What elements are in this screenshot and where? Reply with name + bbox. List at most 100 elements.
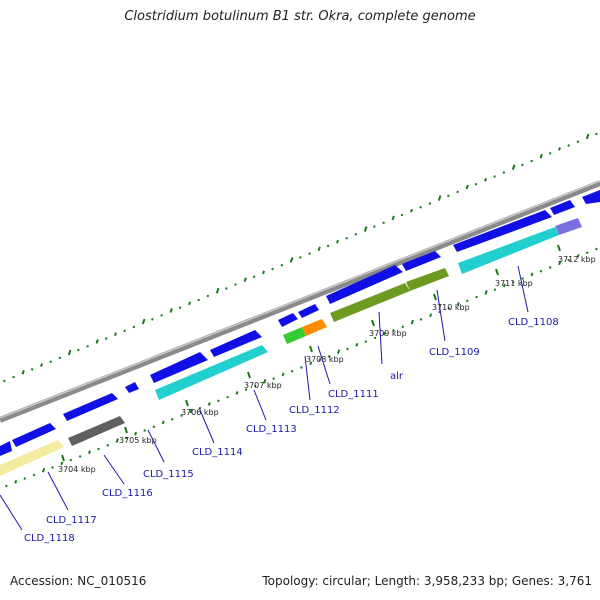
- gc-tick: [317, 246, 321, 252]
- gene-label[interactable]: CLD_1116: [102, 488, 153, 499]
- kbp-label: 3707 kbp: [244, 381, 282, 390]
- gc-tick: [88, 450, 91, 455]
- feature-bar-gray[interactable]: [68, 416, 125, 446]
- gc-tick: [345, 236, 348, 240]
- gene-label[interactable]: CLD_1112: [289, 405, 340, 416]
- feature-bar-olive[interactable]: [406, 268, 449, 291]
- gc-tick: [23, 477, 27, 480]
- gc-tick: [51, 466, 54, 469]
- kbp-label: 3710 kbp: [432, 303, 470, 312]
- feature-bar-lavender[interactable]: [555, 218, 582, 235]
- gc-tick: [511, 164, 516, 171]
- cds-arrow[interactable]: [150, 352, 208, 383]
- gc-tick: [104, 337, 108, 340]
- topology-text: Topology: circular; Length: 3,958,233 bp…: [262, 574, 592, 588]
- gene-label[interactable]: CLD_1111: [328, 389, 379, 400]
- gc-tick: [5, 484, 8, 488]
- cds-arrow[interactable]: [402, 251, 441, 271]
- feature-bar-cyan[interactable]: [155, 345, 268, 400]
- gc-tick: [493, 175, 496, 178]
- feature-bar-yellow[interactable]: [0, 440, 64, 476]
- gc-tick: [271, 267, 274, 271]
- gc-tick: [447, 194, 450, 198]
- gc-tick: [373, 336, 377, 340]
- gc-tick: [576, 254, 580, 258]
- gc-tick: [308, 252, 311, 255]
- feature-bar-olive[interactable]: [330, 283, 410, 322]
- gene-label[interactable]: CLD_1113: [246, 424, 297, 435]
- gc-tick: [484, 177, 488, 182]
- gc-tick: [474, 182, 478, 186]
- gene-label[interactable]: CLD_1118: [24, 533, 75, 544]
- gc-tick: [86, 344, 89, 348]
- gc-tick: [30, 368, 34, 371]
- gc-tick: [252, 275, 256, 279]
- gc-tick: [309, 361, 313, 366]
- gc-tick: [78, 455, 82, 458]
- gene-label[interactable]: CLD_1109: [429, 347, 480, 358]
- gc-tick: [354, 232, 358, 236]
- gc-tick: [346, 347, 349, 351]
- cds-arrow[interactable]: [0, 441, 12, 456]
- gc-tick: [60, 461, 64, 466]
- gc-tick: [410, 208, 414, 213]
- gc-tick: [383, 331, 386, 336]
- gc-tick: [281, 372, 285, 377]
- feature-bar-green[interactable]: [283, 327, 306, 344]
- cds-arrow[interactable]: [63, 393, 118, 421]
- feature-bar-orange[interactable]: [302, 319, 327, 336]
- cds-arrow[interactable]: [125, 382, 139, 393]
- gc-tick: [419, 318, 423, 321]
- gene-label[interactable]: alr: [390, 371, 404, 382]
- gc-tick: [539, 153, 543, 159]
- gc-tick: [595, 247, 598, 251]
- gene-label[interactable]: CLD_1115: [143, 469, 194, 480]
- gc-tick: [115, 438, 119, 443]
- gc-tick: [521, 277, 524, 280]
- gc-tick: [502, 171, 506, 174]
- gc-tick: [290, 369, 294, 373]
- gc-tick: [493, 288, 497, 292]
- kbp-label: 3705 kbp: [119, 436, 157, 445]
- gc-tick: [161, 420, 165, 425]
- cds-arrow[interactable]: [278, 313, 298, 327]
- cds-arrow[interactable]: [210, 330, 262, 357]
- kbp-ruler: 3704 kbp 3705 kbp 3706 kbp 3707 kbp 3708…: [58, 244, 596, 474]
- gc-tick: [206, 294, 210, 298]
- gc-tick: [484, 290, 488, 295]
- gc-tick: [391, 215, 395, 221]
- gc-tick: [585, 133, 590, 140]
- cds-arrow[interactable]: [298, 304, 319, 318]
- gc-tick: [180, 414, 183, 417]
- gene-label[interactable]: CLD_1108: [508, 317, 559, 328]
- feature-bar-cyan[interactable]: [458, 227, 559, 274]
- gc-tick: [152, 425, 156, 429]
- gene-labels: CLD_1118 CLD_1117 CLD_1116 CLD_1115 CLD_…: [24, 317, 559, 544]
- gc-tick: [41, 467, 46, 473]
- gc-tick: [299, 256, 302, 259]
- cds-arrow[interactable]: [12, 423, 56, 447]
- gc-tick: [567, 258, 570, 262]
- gc-tick: [530, 272, 534, 277]
- gc-tick: [558, 260, 562, 266]
- cds-arrow[interactable]: [582, 190, 600, 204]
- gc-tick: [225, 287, 228, 290]
- gene-label[interactable]: CLD_1114: [192, 447, 243, 458]
- gc-tick: [215, 287, 220, 294]
- gc-tick: [521, 163, 524, 167]
- cds-arrow[interactable]: [326, 265, 403, 304]
- gc-tick: [143, 429, 146, 432]
- gc-tick: [539, 269, 543, 273]
- gc-tick: [151, 317, 154, 321]
- gene-label[interactable]: CLD_1117: [46, 515, 97, 526]
- cds-arrow[interactable]: [550, 200, 575, 215]
- gc-tick: [3, 379, 6, 383]
- gc-tick: [502, 283, 506, 288]
- gc-tick: [585, 251, 589, 255]
- gc-tick: [530, 159, 533, 163]
- gc-tick: [382, 221, 385, 225]
- cds-arrow[interactable]: [453, 210, 552, 252]
- gc-tick: [512, 280, 515, 284]
- gc-tick: [558, 147, 561, 151]
- gc-tick: [392, 329, 395, 332]
